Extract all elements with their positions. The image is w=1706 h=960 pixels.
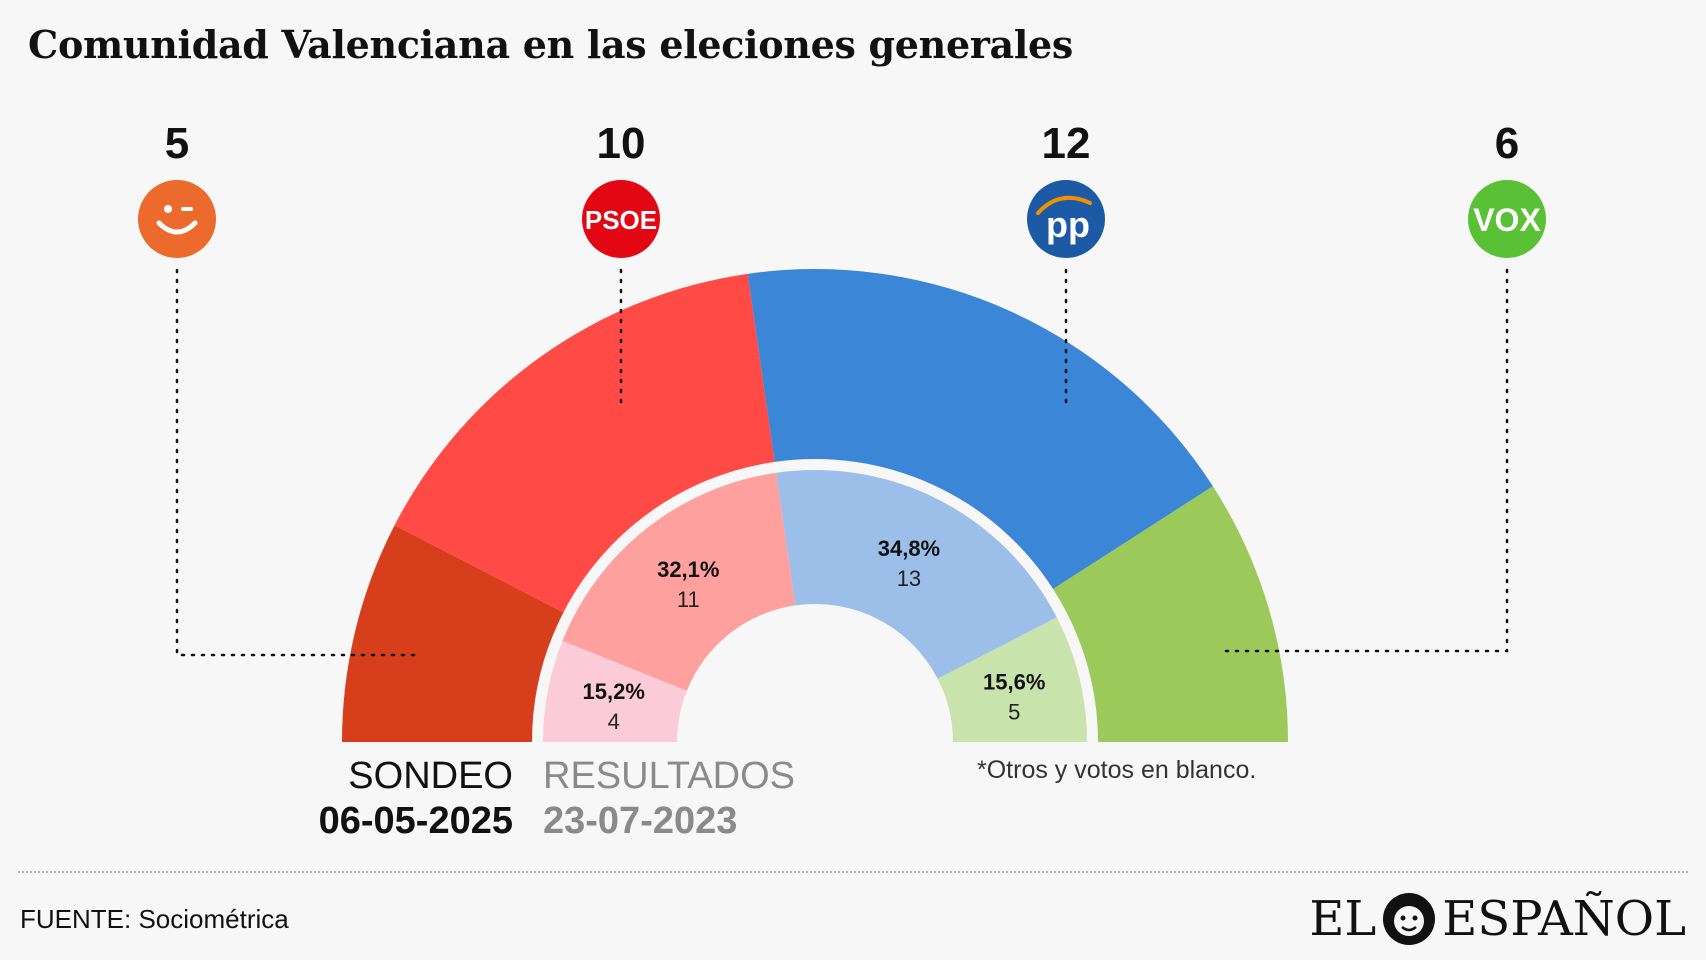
inner-seats-pp: 13 (897, 566, 921, 591)
inner-seats-psoe: 11 (677, 587, 700, 612)
seat-number-compromis: 5 (165, 119, 189, 168)
resultados-legend: RESULTADOS 23-07-2023 (543, 755, 795, 843)
inner-percent-psoe: 32,1% (657, 557, 719, 582)
resultados-label: RESULTADOS (543, 755, 795, 797)
brand-right: ESPAÑOL (1442, 891, 1686, 947)
leader-lines (175, 268, 1509, 657)
vox-logo: VOX (1468, 180, 1546, 258)
lion-icon (1383, 893, 1436, 945)
psoe-logo-circle (582, 180, 660, 258)
inner-seats-comprom-s: 4 (608, 709, 620, 734)
page-title: Comunidad Valenciana en las eleciones ge… (28, 22, 1073, 67)
resultados-date: 23-07-2023 (543, 800, 738, 842)
source-text: FUENTE: Sociométrica (20, 904, 289, 934)
vox-logo-circle (1468, 180, 1546, 258)
sondeo-legend: SONDEO 06-05-2025 (319, 755, 513, 843)
inner-slice-vox (937, 617, 1087, 742)
footer-divider (18, 871, 1688, 873)
inner-slice-psoe (562, 472, 796, 691)
sondeo-label: SONDEO (348, 755, 513, 797)
inner-ring-labels: 15,2% 4 32,1% 11 34,8% 13 15,6% 5 (583, 536, 1046, 734)
outer-slice-comprom-s (342, 525, 564, 742)
pp-logo: pp (1027, 180, 1105, 258)
outer-slice-pp (747, 269, 1213, 589)
party-logos: PSOE pp VOX (138, 180, 1546, 258)
seat-number-vox: 6 (1495, 119, 1519, 168)
seat-numbers: 5 10 12 6 (165, 119, 1519, 168)
brand-logo: EL ESPAÑOL (1309, 890, 1686, 948)
seat-number-pp: 12 (1042, 119, 1091, 168)
sondeo-date: 06-05-2025 (318, 800, 513, 842)
outer-ring (342, 269, 1288, 742)
outer-slice-psoe (394, 273, 775, 613)
psoe-logo-text: PSOE (585, 205, 657, 235)
inner-slice-pp (776, 470, 1057, 679)
inner-percent-pp: 34,8% (878, 536, 940, 561)
inner-ring (543, 470, 1087, 742)
inner-slice-comprom-s (543, 640, 687, 742)
parliament-chart: PSOE pp VOX 5 10 12 6 15,2%432,1%1134,8%1315,… (138, 119, 1546, 742)
pp-gull-icon (1036, 195, 1092, 215)
others-note: *Otros y votos en blanco. (977, 756, 1257, 784)
inner-seats-vox: 5 (1008, 700, 1020, 725)
psoe-logo: PSOE (582, 180, 660, 258)
vox-logo-text: VOX (1473, 202, 1541, 238)
leader-line-vox (1220, 268, 1509, 653)
seat-number-psoe: 10 (597, 119, 646, 168)
compromis-logo (138, 180, 216, 258)
brand-left: EL (1309, 891, 1377, 947)
inner-percent-vox: 15,6% (983, 670, 1045, 695)
pp-logo-text: pp (1046, 204, 1090, 245)
inner-percent-comprom-s: 15,2% (583, 679, 645, 704)
smile-wink-icon (156, 205, 198, 235)
outer-slice-vox (1053, 486, 1288, 742)
compromis-logo-circle (138, 180, 216, 258)
